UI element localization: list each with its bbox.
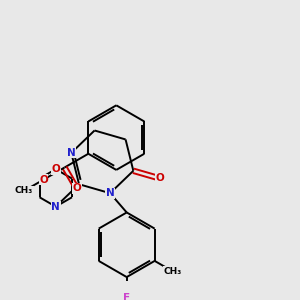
Text: CH₃: CH₃ — [164, 267, 182, 276]
Text: O: O — [51, 164, 60, 174]
Text: CH₃: CH₃ — [15, 186, 33, 195]
Text: N: N — [51, 202, 60, 212]
Text: O: O — [72, 184, 81, 194]
Text: N: N — [67, 148, 76, 158]
Text: F: F — [123, 293, 130, 300]
Text: N: N — [106, 188, 114, 198]
Text: O: O — [39, 175, 48, 184]
Text: O: O — [155, 173, 164, 183]
